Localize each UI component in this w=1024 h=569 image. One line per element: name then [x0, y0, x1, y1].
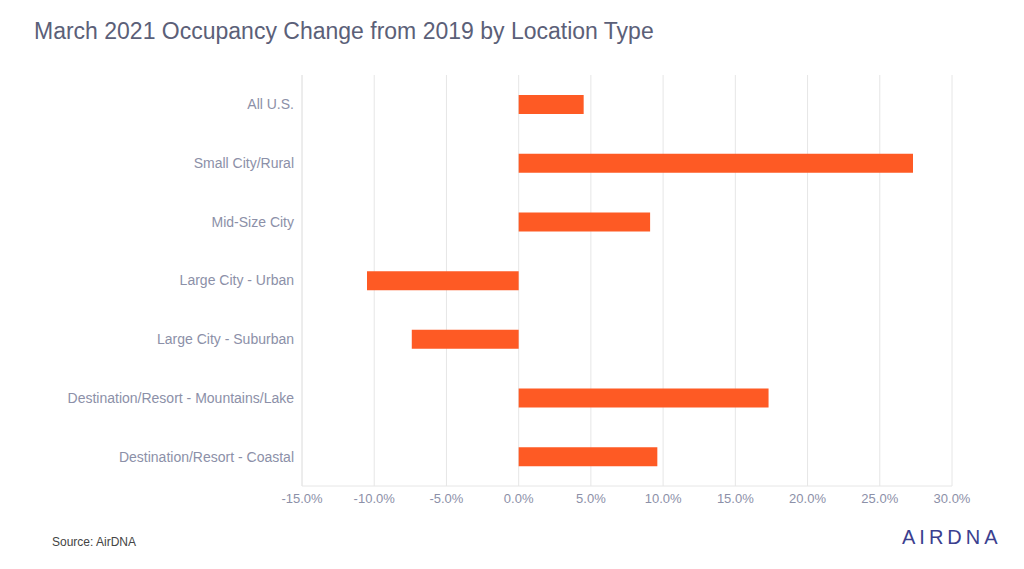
- svg-text:-10.0%: -10.0%: [354, 491, 396, 506]
- svg-text:Destination/Resort - Mountains: Destination/Resort - Mountains/Lake: [68, 390, 295, 406]
- svg-text:Mid-Size City: Mid-Size City: [212, 214, 294, 230]
- svg-text:-5.0%: -5.0%: [429, 491, 463, 506]
- svg-text:0.0%: 0.0%: [504, 491, 534, 506]
- svg-text:15.0%: 15.0%: [717, 491, 754, 506]
- svg-text:Small City/Rural: Small City/Rural: [194, 155, 294, 171]
- svg-text:20.0%: 20.0%: [789, 491, 826, 506]
- html-text:AIRDNA: AIRDNA: [902, 526, 1002, 548]
- svg-text:All U.S.: All U.S.: [247, 96, 294, 112]
- svg-text:25.0%: 25.0%: [861, 491, 898, 506]
- svg-text:Large City - Urban: Large City - Urban: [180, 272, 294, 288]
- svg-text:-15.0%: -15.0%: [281, 491, 323, 506]
- svg-text:30.0%: 30.0%: [934, 491, 971, 506]
- svg-text:5.0%: 5.0%: [576, 491, 606, 506]
- svg-text:Large City - Suburban: Large City - Suburban: [157, 331, 294, 347]
- html-text:Source: AirDNA: Source: AirDNA: [52, 535, 136, 549]
- html-text:March 2021 Occupancy Change fr: March 2021 Occupancy Change from 2019 by…: [34, 18, 654, 44]
- svg-text:10.0%: 10.0%: [645, 491, 682, 506]
- svg-text:Destination/Resort - Coastal: Destination/Resort - Coastal: [119, 449, 294, 465]
